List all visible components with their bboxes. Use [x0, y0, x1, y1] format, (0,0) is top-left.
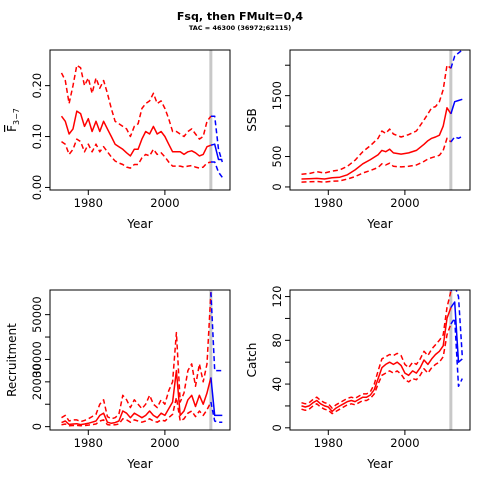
fbar-series-estimate [60, 110, 212, 157]
catch-ylabel-main: Catch [245, 343, 259, 378]
recruitment-ytick-label: 50000 [30, 296, 44, 333]
panel-fbar: 1980 2000 0.00 0.10 0.20 Year F3−7 [5, 49, 231, 231]
catch-series-upper [301, 290, 452, 409]
catch-xtick-label: 2000 [390, 436, 419, 450]
fbar-series-group [60, 64, 224, 178]
fbar-series-lower [61, 138, 212, 169]
ssb-series-group [301, 50, 463, 183]
ssb-ytick-label: 500 [270, 146, 284, 168]
recruitment-ytick-label: 20000 [30, 364, 44, 401]
fbar-ytick-label: 0.00 [30, 175, 44, 201]
fbar-series-projection-lower [210, 161, 223, 178]
recruitment-series-lower [61, 396, 212, 427]
catch-series-group [301, 290, 464, 415]
ssb-series-projection [450, 98, 463, 115]
catch-xlabel: Year [366, 457, 392, 471]
recruitment-ytick-label: 30000 [30, 341, 44, 378]
catch-ytick-label: 80 [270, 333, 284, 348]
catch-series-projection-upper [450, 290, 464, 357]
catch-series-projection-lower [450, 317, 463, 388]
fbar-axes-frame [49, 49, 231, 191]
catch-ylabel: Catch [245, 343, 259, 378]
catch-xtick-label: 1980 [314, 436, 343, 450]
figure-subtitle: TAC = 46300 (36972;62115) [188, 24, 292, 32]
catch-series-estimate [301, 307, 452, 413]
catch-series-lower [301, 323, 452, 415]
fbar-ylabel-main: F [5, 125, 19, 132]
catch-ytick-label: 40 [270, 377, 284, 392]
recruitment-ylabel: Recruitment [5, 323, 19, 397]
ssb-ylabel: SSB [245, 108, 259, 131]
recruitment-series-projection [210, 377, 223, 417]
recruitment-xtick-label: 1980 [74, 436, 103, 450]
ssb-xlabel: Year [366, 217, 392, 231]
ssb-ylabel-main: SSB [245, 108, 259, 131]
fbar-ylabel-sub: 3−7 [12, 108, 21, 125]
fbar-xtick-label: 2000 [150, 196, 179, 210]
recruitment-xtick-label: 2000 [150, 436, 179, 450]
recruitment-series-projection-upper [210, 292, 223, 372]
fbar-series-projection-upper [210, 115, 224, 163]
ssb-xtick-label: 2000 [390, 196, 419, 210]
ssb-series-estimate [301, 107, 452, 180]
ssb-axes-frame [289, 49, 471, 191]
recruitment-series-estimate [61, 369, 212, 426]
panel-ssb: 1980 2000 0 500 1500 Year SSB [245, 49, 471, 231]
panel-catch: 1980 2000 0 40 80 120 Year Catch [245, 286, 471, 471]
fbar-xtick-label: 1980 [74, 196, 103, 210]
ssb-series-projection-lower [450, 135, 463, 143]
recruitment-ytick-label: 0 [30, 423, 44, 430]
ssb-series-projection-upper [450, 50, 463, 69]
ssb-ytick-label: 1500 [270, 81, 284, 110]
ssb-series-lower [301, 137, 452, 183]
figure-title: Fsq, then FMult=0,4 [176, 10, 304, 23]
recruitment-series-group [61, 292, 223, 427]
fbar-ytick-label: 0.20 [30, 73, 44, 99]
fbar-ylabel: F3−7 [5, 108, 21, 132]
fbar-series-upper [60, 64, 212, 140]
recruitment-xlabel: Year [126, 457, 152, 471]
catch-ytick-label: 120 [270, 286, 284, 308]
recruitment-series-upper [61, 292, 212, 423]
fbar-series-projection [210, 143, 223, 161]
recruitment-axes-frame [49, 289, 231, 431]
fbar-ytick-label: 0.10 [30, 124, 44, 150]
recruitment-ylabel-main: Recruitment [5, 323, 19, 397]
fbar-xlabel: Year [126, 217, 152, 231]
catch-ytick-label: 0 [270, 424, 284, 431]
catch-series-projection [450, 301, 463, 363]
ssb-xtick-label: 1980 [314, 196, 343, 210]
ssb-series-upper [301, 64, 452, 175]
catch-axes-frame [289, 289, 471, 431]
recruitment-series-projection-lower [210, 401, 223, 423]
ssb-ytick-label: 0 [270, 183, 284, 190]
